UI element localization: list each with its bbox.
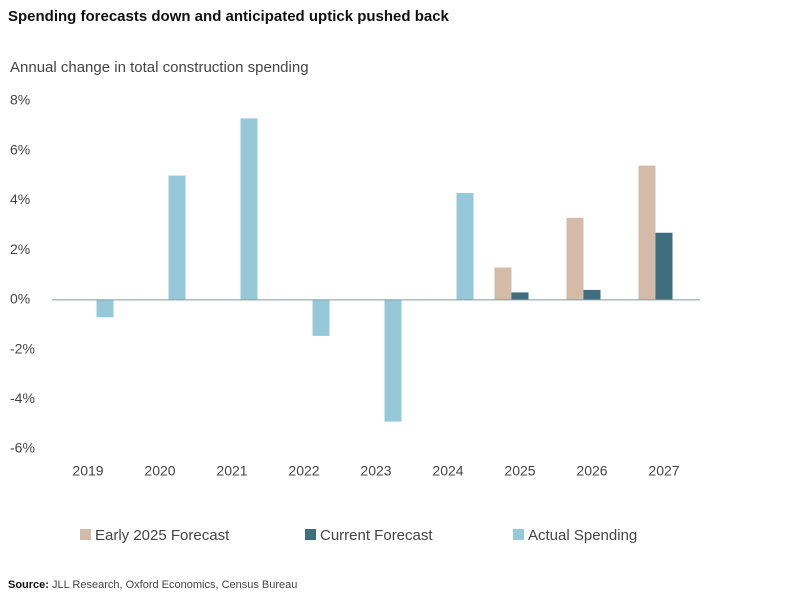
legend-label: Actual Spending bbox=[528, 527, 637, 544]
x-tick-label: 2021 bbox=[216, 463, 247, 479]
chart-subtitle: Annual change in total construction spen… bbox=[10, 59, 309, 76]
source: Source: JLL Research, Oxford Economics, … bbox=[8, 579, 297, 591]
chart-title: Spending forecasts down and anticipated … bbox=[8, 8, 450, 25]
x-tick-label: 2019 bbox=[72, 463, 103, 479]
y-tick-label: 0% bbox=[10, 291, 30, 307]
bar bbox=[96, 299, 114, 318]
source-label: Source: bbox=[8, 579, 49, 591]
source-text: JLL Research, Oxford Economics, Census B… bbox=[52, 579, 297, 591]
x-tick-label: 2027 bbox=[648, 463, 679, 479]
legend-swatch bbox=[80, 529, 91, 540]
x-tick-label: 2023 bbox=[360, 463, 391, 479]
y-tick-label: 2% bbox=[10, 241, 30, 257]
legend-swatch bbox=[513, 529, 524, 540]
legend-swatch bbox=[305, 529, 316, 540]
x-tick-label: 2020 bbox=[144, 463, 175, 479]
bar bbox=[494, 267, 512, 300]
x-tick-label: 2025 bbox=[504, 463, 535, 479]
bar bbox=[566, 217, 584, 300]
bar bbox=[312, 299, 330, 336]
x-tick-label: 2024 bbox=[432, 463, 463, 479]
y-tick-label: -6% bbox=[10, 440, 35, 456]
bar bbox=[511, 292, 529, 300]
bar bbox=[655, 232, 673, 300]
bar bbox=[638, 165, 656, 300]
legend-label: Early 2025 Forecast bbox=[95, 527, 230, 544]
y-tick-label: 8% bbox=[10, 92, 30, 108]
y-tick-label: -2% bbox=[10, 340, 35, 356]
bar bbox=[456, 192, 474, 300]
y-tick-label: -4% bbox=[10, 390, 35, 406]
bar bbox=[168, 175, 186, 300]
legend-label: Current Forecast bbox=[320, 527, 433, 544]
x-tick-label: 2022 bbox=[288, 463, 319, 479]
y-tick-label: 6% bbox=[10, 141, 30, 157]
y-tick-label: 4% bbox=[10, 191, 30, 207]
x-tick-label: 2026 bbox=[576, 463, 607, 479]
bar bbox=[384, 299, 402, 422]
bar bbox=[583, 289, 601, 300]
bar bbox=[240, 118, 258, 300]
